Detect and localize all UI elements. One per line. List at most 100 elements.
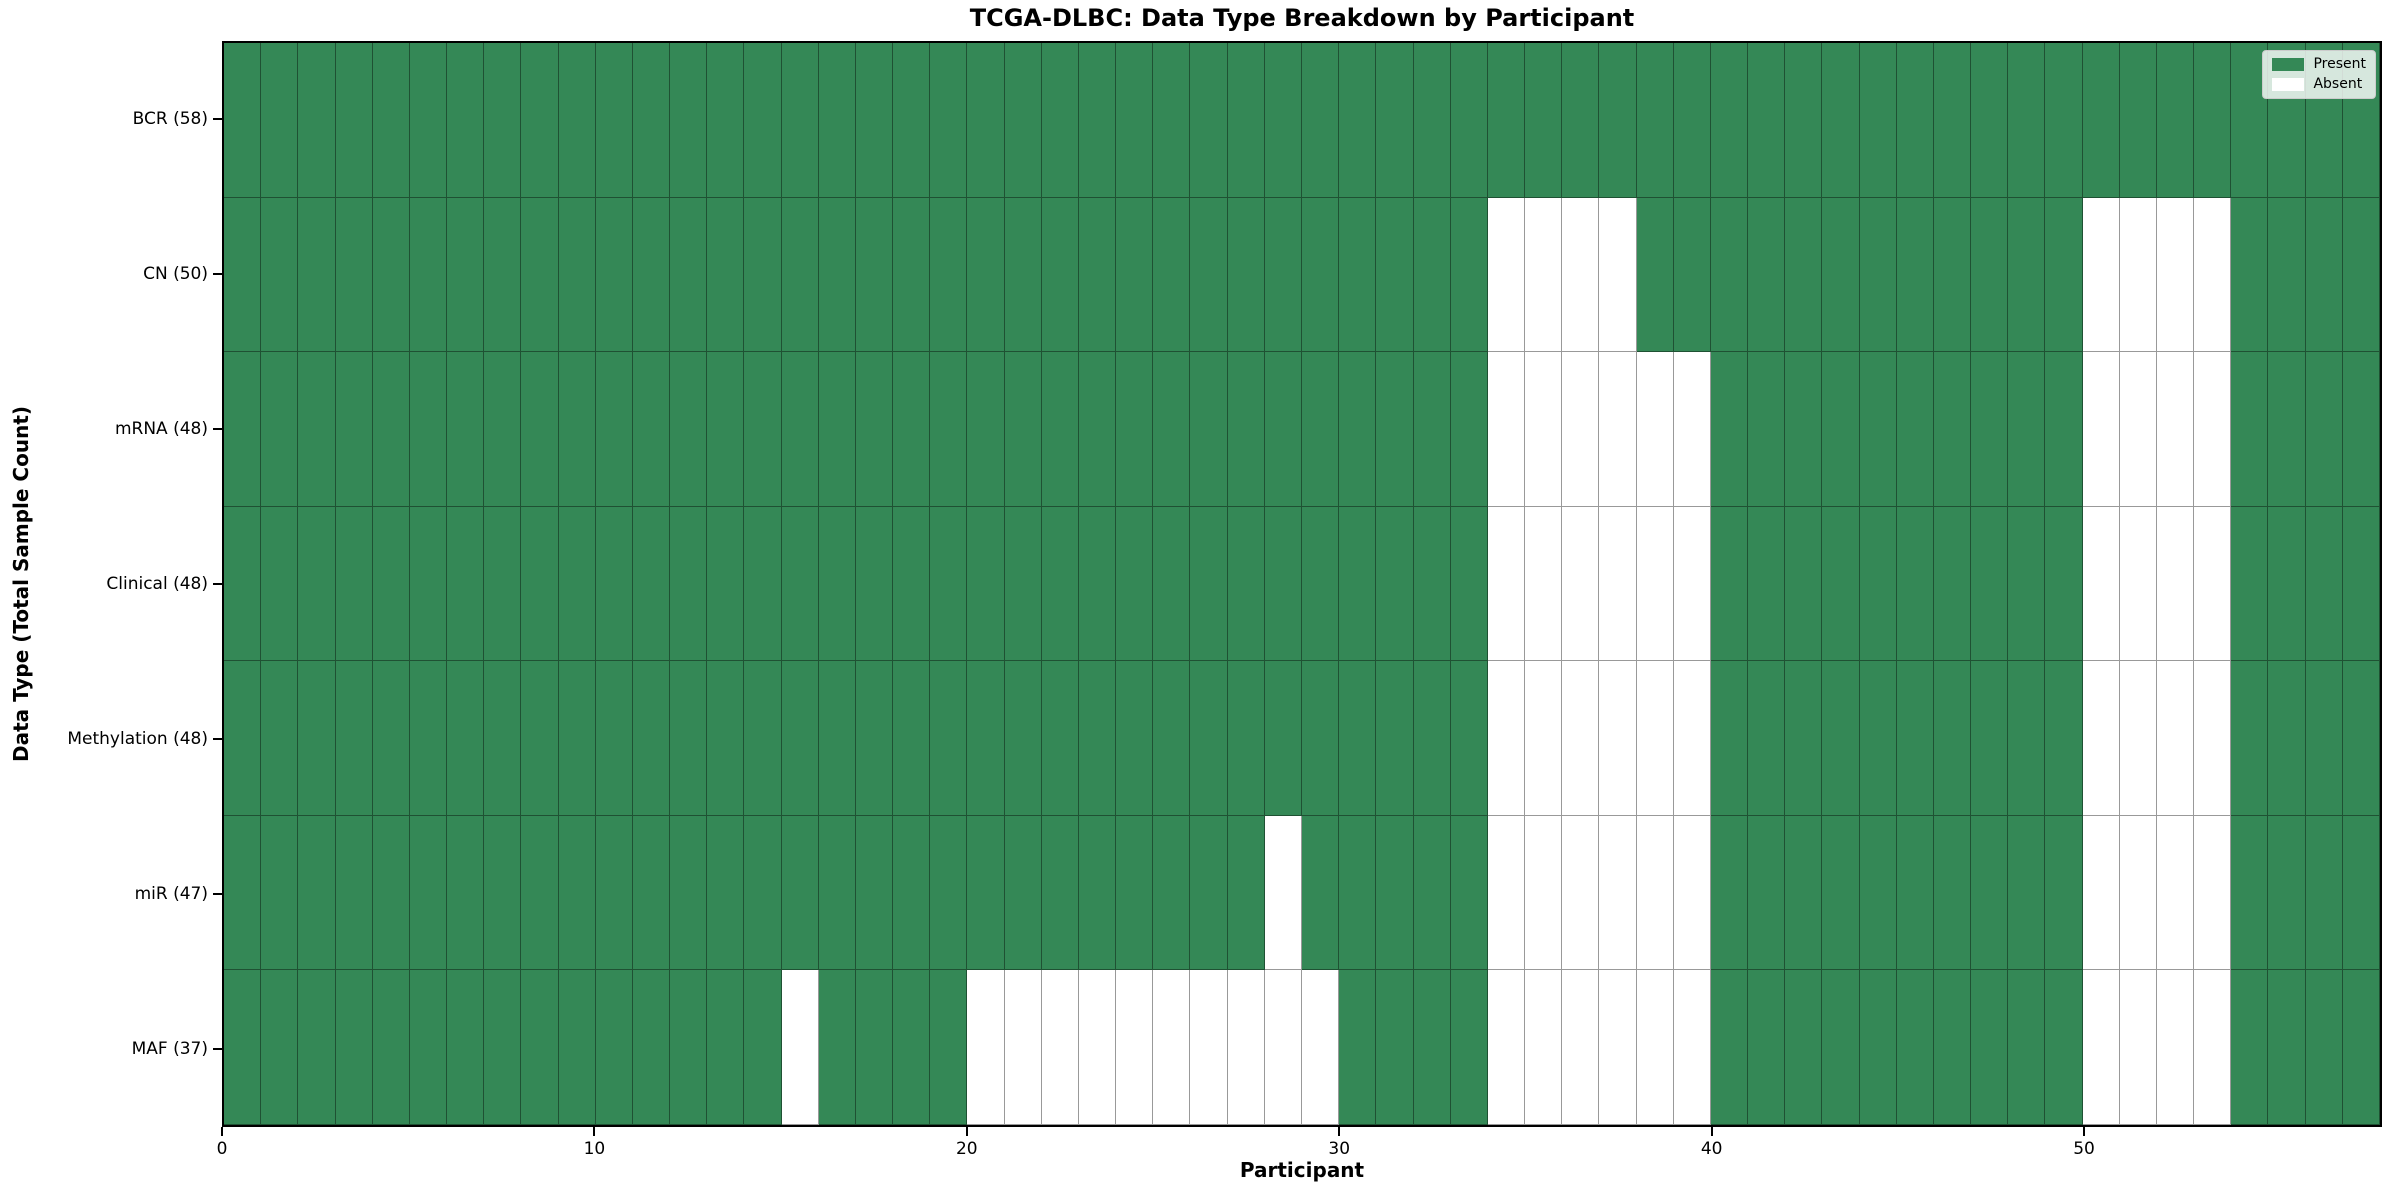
heatmap-cell-MAF-14 xyxy=(744,970,782,1125)
heatmap-cell-mRNA-50 xyxy=(2082,352,2120,507)
heatmap-cell-BCR-1 xyxy=(261,43,299,198)
heatmap-cell-MAF-9 xyxy=(558,970,596,1125)
heatmap-cell-miR-53 xyxy=(2194,815,2232,971)
heatmap-cell-MAF-4 xyxy=(372,970,410,1125)
heatmap-cell-Methylation-57 xyxy=(2342,661,2380,816)
heatmap-cell-CN-27 xyxy=(1227,197,1265,353)
heatmap-cell-BCR-8 xyxy=(521,43,559,198)
heatmap-cell-Methylation-12 xyxy=(670,661,708,816)
heatmap-cell-Methylation-23 xyxy=(1078,661,1117,816)
heatmap-cell-Clinical-32 xyxy=(1413,506,1451,662)
x-tick-label-40: 40 xyxy=(1700,1139,1723,1159)
heatmap-cell-CN-12 xyxy=(670,197,708,353)
heatmap-cell-BCR-21 xyxy=(1004,43,1042,198)
heatmap-cell-CN-49 xyxy=(2045,197,2083,353)
heatmap-cell-Clinical-34 xyxy=(1487,506,1526,662)
heatmap-cell-BCR-19 xyxy=(930,43,968,198)
heatmap-cell-MAF-29 xyxy=(1301,970,1340,1125)
heatmap-cell-BCR-28 xyxy=(1264,43,1302,198)
heatmap-cell-BCR-6 xyxy=(447,43,485,198)
heatmap-cell-miR-32 xyxy=(1413,815,1451,971)
heatmap-cell-miR-54 xyxy=(2231,815,2269,971)
heatmap-cell-BCR-41 xyxy=(1748,43,1786,198)
heatmap-cell-miR-4 xyxy=(372,815,410,971)
heatmap-cell-mRNA-21 xyxy=(1004,352,1042,507)
heatmap-cell-BCR-38 xyxy=(1636,43,1674,198)
heatmap-cell-CN-18 xyxy=(893,197,931,353)
heatmap-cell-miR-14 xyxy=(744,815,782,971)
heatmap-cell-Methylation-35 xyxy=(1525,661,1563,816)
heatmap-cell-CN-31 xyxy=(1376,197,1414,353)
heatmap-cell-CN-29 xyxy=(1301,197,1340,353)
x-tick-label-20: 20 xyxy=(955,1139,978,1159)
heatmap-cell-BCR-17 xyxy=(855,43,894,198)
heatmap-cell-MAF-32 xyxy=(1413,970,1451,1125)
heatmap-cell-MAF-23 xyxy=(1078,970,1117,1125)
heatmap-cell-CN-14 xyxy=(744,197,782,353)
heatmap-cell-mRNA-25 xyxy=(1153,352,1191,507)
heatmap-cell-CN-8 xyxy=(521,197,559,353)
x-tick-mark xyxy=(2083,1127,2086,1136)
x-tick-label-50: 50 xyxy=(2073,1139,2095,1159)
heatmap-cell-MAF-1 xyxy=(261,970,299,1125)
heatmap-cell-Clinical-42 xyxy=(1785,506,1823,662)
y-tick-label-Methylation: Methylation (48) xyxy=(67,729,208,750)
heatmap-cell-Clinical-19 xyxy=(930,506,968,662)
heatmap-cell-mRNA-8 xyxy=(521,352,559,507)
heatmap-cell-mRNA-28 xyxy=(1264,352,1302,507)
heatmap-cell-BCR-18 xyxy=(893,43,931,198)
heatmap-cell-Methylation-1 xyxy=(261,661,299,816)
heatmap-cell-mRNA-11 xyxy=(632,352,671,507)
heatmap-cell-CN-50 xyxy=(2082,197,2120,353)
heatmap-cell-mRNA-2 xyxy=(298,352,336,507)
heatmap-cell-MAF-28 xyxy=(1264,970,1302,1125)
y-tick-mark xyxy=(213,117,222,120)
heatmap-cell-Methylation-27 xyxy=(1227,661,1265,816)
heatmap-cell-mRNA-52 xyxy=(2156,352,2195,507)
heatmap-cell-miR-10 xyxy=(595,815,633,971)
heatmap-cell-CN-7 xyxy=(484,197,522,353)
heatmap-cell-MAF-46 xyxy=(1933,970,1972,1125)
heatmap-cell-BCR-51 xyxy=(2119,43,2157,198)
heatmap-cell-MAF-41 xyxy=(1748,970,1786,1125)
heatmap-cell-Clinical-12 xyxy=(670,506,708,662)
heatmap-cell-BCR-9 xyxy=(558,43,596,198)
heatmap-cell-Clinical-23 xyxy=(1078,506,1117,662)
heatmap-cell-miR-12 xyxy=(670,815,708,971)
heatmap-cell-BCR-3 xyxy=(335,43,373,198)
heatmap-cell-Methylation-55 xyxy=(2268,661,2306,816)
heatmap-cell-mRNA-57 xyxy=(2342,352,2380,507)
heatmap-cell-mRNA-4 xyxy=(372,352,410,507)
heatmap-cell-BCR-37 xyxy=(1599,43,1637,198)
heatmap-cell-MAF-34 xyxy=(1487,970,1526,1125)
heatmap-cell-miR-39 xyxy=(1673,815,1711,971)
heatmap-cell-BCR-11 xyxy=(632,43,671,198)
heatmap-cell-miR-46 xyxy=(1933,815,1972,971)
y-tick-mark xyxy=(213,427,222,430)
heatmap-cell-CN-21 xyxy=(1004,197,1042,353)
heatmap-cell-BCR-40 xyxy=(1710,43,1749,198)
heatmap-cell-Methylation-30 xyxy=(1339,661,1377,816)
heatmap-cell-mRNA-29 xyxy=(1301,352,1340,507)
heatmap-cell-BCR-22 xyxy=(1041,43,1079,198)
heatmap-cell-MAF-8 xyxy=(521,970,559,1125)
heatmap-cell-CN-15 xyxy=(781,197,819,353)
heatmap-cell-CN-22 xyxy=(1041,197,1079,353)
heatmap-cell-miR-5 xyxy=(409,815,448,971)
heatmap-cell-mRNA-51 xyxy=(2119,352,2157,507)
heatmap-cell-MAF-57 xyxy=(2342,970,2380,1125)
heatmap-cell-MAF-22 xyxy=(1041,970,1079,1125)
heatmap-cell-CN-35 xyxy=(1525,197,1563,353)
heatmap-cell-miR-38 xyxy=(1636,815,1674,971)
heatmap-cell-CN-5 xyxy=(409,197,448,353)
heatmap-cell-MAF-12 xyxy=(670,970,708,1125)
heatmap-cell-Methylation-48 xyxy=(2008,661,2046,816)
heatmap-cell-CN-32 xyxy=(1413,197,1451,353)
heatmap-cell-Methylation-13 xyxy=(707,661,745,816)
heatmap-cell-CN-16 xyxy=(818,197,856,353)
heatmap-cell-miR-23 xyxy=(1078,815,1117,971)
heatmap-cell-miR-13 xyxy=(707,815,745,971)
heatmap-cell-BCR-14 xyxy=(744,43,782,198)
heatmap-cell-CN-26 xyxy=(1190,197,1228,353)
heatmap-cell-Methylation-17 xyxy=(855,661,894,816)
